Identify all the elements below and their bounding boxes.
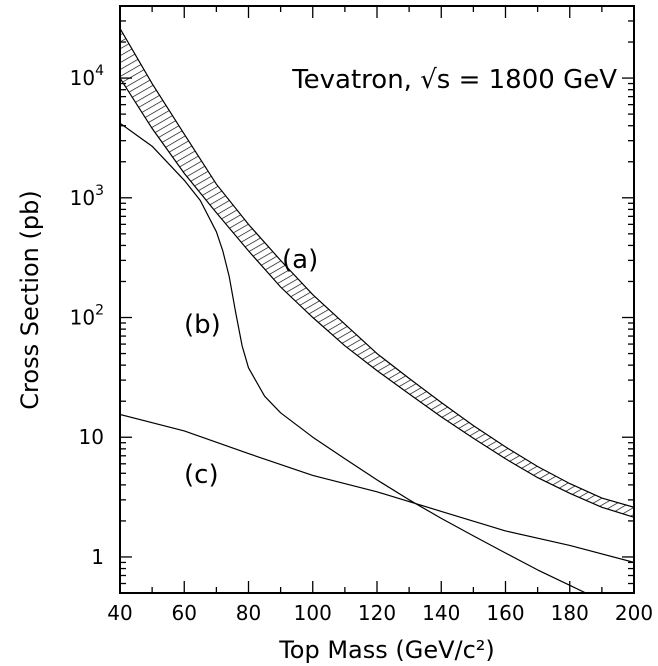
x-tick-label: 120 — [358, 601, 396, 625]
x-tick-label: 140 — [422, 601, 460, 625]
series-line-2 — [120, 413, 634, 563]
x-tick-label: 180 — [551, 601, 589, 625]
x-tick-label: 200 — [615, 601, 653, 625]
x-tick-label: 80 — [236, 601, 261, 625]
x-tick-label: 160 — [486, 601, 524, 625]
y-tick-label: 102 — [70, 303, 104, 330]
series-label-c: (c) — [184, 460, 219, 490]
series-band-0 — [120, 27, 634, 518]
series-label-a: (a) — [282, 245, 318, 275]
x-tick-label: 100 — [294, 601, 332, 625]
series-line-1 — [120, 122, 587, 593]
x-tick-label: 40 — [107, 601, 132, 625]
y-tick-label: 104 — [70, 63, 104, 90]
plot-marks — [120, 27, 634, 593]
x-axis-title: Top Mass (GeV/c²) — [278, 636, 495, 664]
y-axis-title: Cross Section (pb) — [16, 190, 44, 409]
x-tick-label: 60 — [172, 601, 197, 625]
y-tick-label: 103 — [70, 183, 104, 210]
series-label-b: (b) — [184, 310, 221, 340]
annotation-energy: Tevatron, √s = 1800 GeV — [291, 65, 617, 95]
y-tick-label: 10 — [79, 425, 104, 449]
plot-frame — [119, 5, 635, 594]
y-tick-label: 1 — [91, 545, 104, 569]
